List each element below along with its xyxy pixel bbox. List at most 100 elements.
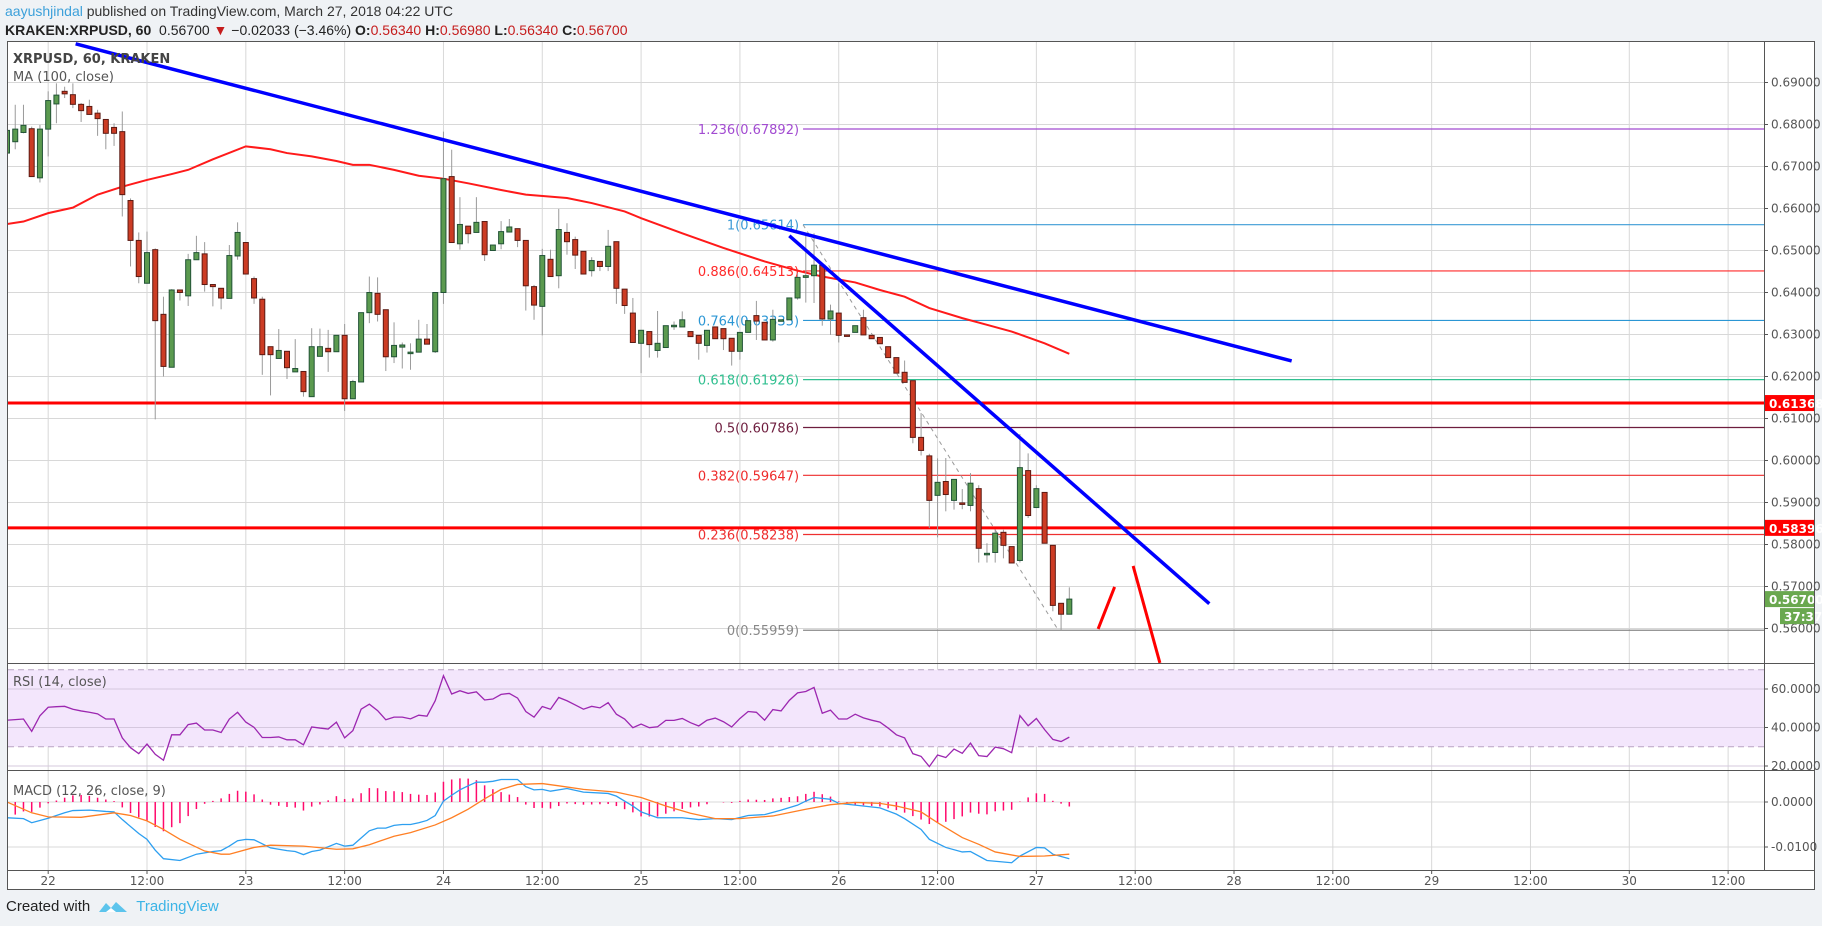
candle-up bbox=[671, 321, 678, 330]
candle-body bbox=[662, 325, 669, 349]
candle-down bbox=[959, 489, 966, 510]
tradingview-link[interactable]: TradingView bbox=[136, 898, 219, 915]
candle-down bbox=[876, 336, 883, 345]
candle-up bbox=[1016, 434, 1023, 563]
candle-body bbox=[547, 258, 554, 278]
author-link[interactable]: aayushjindal bbox=[5, 3, 83, 19]
price-axis-label: 0.57000 bbox=[1771, 580, 1821, 594]
candle-body bbox=[94, 112, 101, 120]
candle-body bbox=[143, 252, 150, 284]
candle-body bbox=[959, 502, 966, 505]
macd-line bbox=[8, 778, 1070, 864]
candle-body bbox=[629, 312, 636, 343]
candle-down bbox=[712, 326, 719, 340]
candle-down bbox=[242, 242, 249, 275]
candle-body bbox=[251, 278, 258, 299]
candle-body bbox=[423, 338, 430, 345]
candle-body bbox=[1000, 531, 1007, 546]
price-axis-label: 0.64000 bbox=[1771, 286, 1821, 300]
candle-body bbox=[399, 344, 406, 348]
candle-down bbox=[135, 232, 142, 284]
candle-up bbox=[53, 83, 60, 124]
candle-up bbox=[143, 231, 150, 284]
candle-body bbox=[1041, 491, 1048, 544]
open-label: O: bbox=[355, 22, 371, 38]
candle-up bbox=[588, 257, 595, 277]
candle-body bbox=[473, 221, 480, 233]
candle-body bbox=[621, 288, 628, 307]
candle-down bbox=[514, 228, 521, 248]
candle-up bbox=[794, 273, 801, 300]
candle-down bbox=[868, 334, 875, 340]
price-change: −0.02033 (−3.46%) bbox=[231, 22, 352, 38]
candle-body bbox=[366, 292, 373, 314]
candle-body bbox=[876, 336, 883, 345]
candle-body bbox=[448, 176, 455, 244]
last-price: 0.56700 bbox=[159, 22, 210, 38]
time-axis-label: 29 bbox=[1424, 874, 1439, 888]
candle-body bbox=[432, 292, 439, 353]
created-with-text: Created with bbox=[6, 898, 91, 915]
candle-body bbox=[36, 128, 43, 179]
candle-down bbox=[119, 111, 126, 217]
price-axis-label: 0.68000 bbox=[1771, 118, 1821, 132]
candle-down bbox=[531, 284, 538, 320]
candle-body bbox=[1058, 602, 1065, 615]
candle-up bbox=[769, 309, 776, 342]
candle-body bbox=[671, 324, 678, 328]
candle-body bbox=[506, 226, 513, 233]
candle-up bbox=[827, 304, 834, 335]
candle-down bbox=[267, 346, 274, 396]
rsi-axis-label: 60.0000 bbox=[1771, 682, 1821, 696]
candle-body bbox=[407, 351, 414, 355]
candle-up bbox=[45, 91, 52, 157]
tradingview-logo-icon bbox=[99, 901, 128, 912]
time-axis-label: 12:00 bbox=[525, 874, 560, 888]
candle-body bbox=[316, 346, 323, 357]
candle-down bbox=[28, 126, 35, 178]
candle-body bbox=[465, 225, 472, 235]
candle-body bbox=[481, 221, 488, 256]
chart-title: XRPUSD, 60, KRAKEN bbox=[13, 52, 170, 67]
candle-up bbox=[226, 245, 233, 299]
rsi-grid bbox=[8, 669, 1764, 767]
time-axis-label: 12:00 bbox=[1711, 874, 1746, 888]
fib-level-label: 0.236(0.58238) bbox=[698, 529, 799, 544]
time-axis-label: 12:00 bbox=[327, 874, 362, 888]
candle-up bbox=[407, 343, 414, 370]
candle-body bbox=[596, 260, 603, 267]
fib-level-label: 0.886(0.64513) bbox=[698, 265, 799, 280]
candle-down bbox=[78, 103, 85, 122]
ma-100-line bbox=[8, 145, 1070, 355]
rsi-band bbox=[8, 669, 1764, 747]
candle-body bbox=[753, 315, 760, 322]
rsi-pane bbox=[8, 673, 1070, 768]
candle-down bbox=[127, 198, 134, 267]
candle-down bbox=[629, 297, 636, 343]
candle-down bbox=[646, 331, 653, 358]
candle-body bbox=[868, 334, 875, 340]
candle-up bbox=[852, 325, 859, 333]
candle-body bbox=[572, 239, 579, 256]
candle-body bbox=[613, 241, 620, 289]
candle-body bbox=[78, 103, 85, 112]
candle-body bbox=[1049, 544, 1056, 606]
candle-down bbox=[259, 296, 266, 375]
price-axis-label: 0.69000 bbox=[1771, 76, 1821, 90]
candle-up bbox=[358, 312, 365, 383]
macd-signal-line bbox=[8, 782, 1070, 858]
candle-up bbox=[555, 208, 562, 289]
candle-body bbox=[712, 326, 719, 340]
fib-level-label: 0.382(0.59647) bbox=[698, 469, 799, 484]
candle-body bbox=[53, 94, 60, 105]
candle-body bbox=[168, 289, 175, 368]
candle-body bbox=[745, 320, 752, 333]
candle-down bbox=[860, 309, 867, 336]
candle-body bbox=[111, 126, 118, 134]
candle-down bbox=[374, 277, 381, 322]
candle-up bbox=[316, 328, 323, 357]
price-axis-label: 0.63000 bbox=[1771, 328, 1821, 342]
candle-down bbox=[218, 287, 225, 310]
publish-info: aayushjindal published on TradingView.co… bbox=[5, 3, 453, 19]
